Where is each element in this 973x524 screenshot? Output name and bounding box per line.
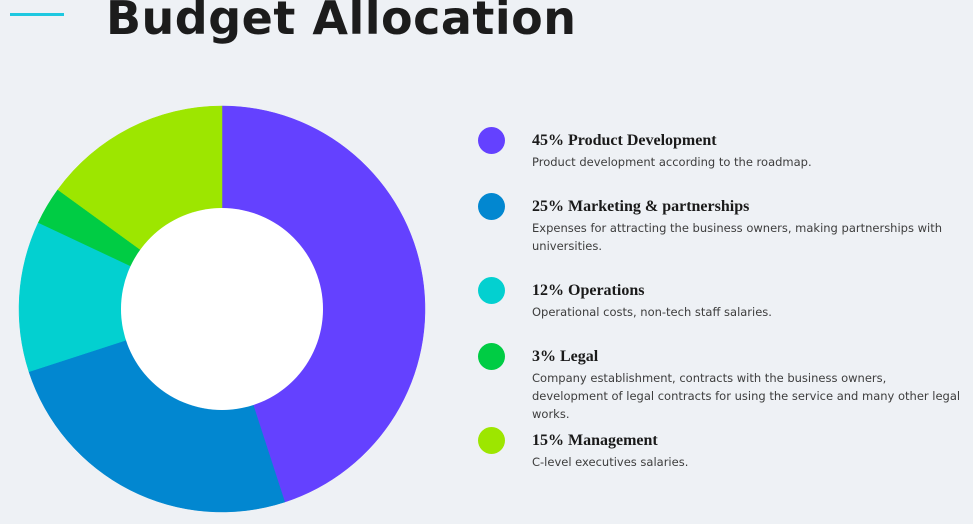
legend-item-title: 15% Management [532, 432, 658, 449]
legend-dot-legal [478, 343, 505, 370]
legend-item-title: 25% Marketing & partnerships [532, 198, 750, 215]
legend-item-title: 12% Operations [532, 282, 645, 299]
page-title: Budget Allocation [106, 0, 577, 45]
legend-item-description: Company establishment, contracts with th… [532, 371, 961, 421]
donut-slice-product-development [221, 105, 426, 503]
donut-hole [121, 208, 323, 410]
legend-dot-product-development [478, 127, 505, 154]
legend-dot-management [478, 427, 505, 454]
legend-item-description: Product development according to the roa… [532, 155, 812, 169]
legend-dot-marketing-partnerships [478, 193, 505, 220]
legend-item-title: 45% Product Development [532, 132, 717, 149]
legend-item-title: 3% Legal [532, 348, 599, 365]
title-accent-line [10, 13, 64, 16]
legend-item-description: C-level executives salaries. [532, 455, 689, 469]
legend-item-description: Operational costs, non-tech staff salari… [532, 305, 772, 319]
legend-dot-operations [478, 277, 505, 304]
budget-donut-chart [18, 105, 426, 513]
legend-item-description: Expenses for attracting the business own… [532, 221, 943, 253]
